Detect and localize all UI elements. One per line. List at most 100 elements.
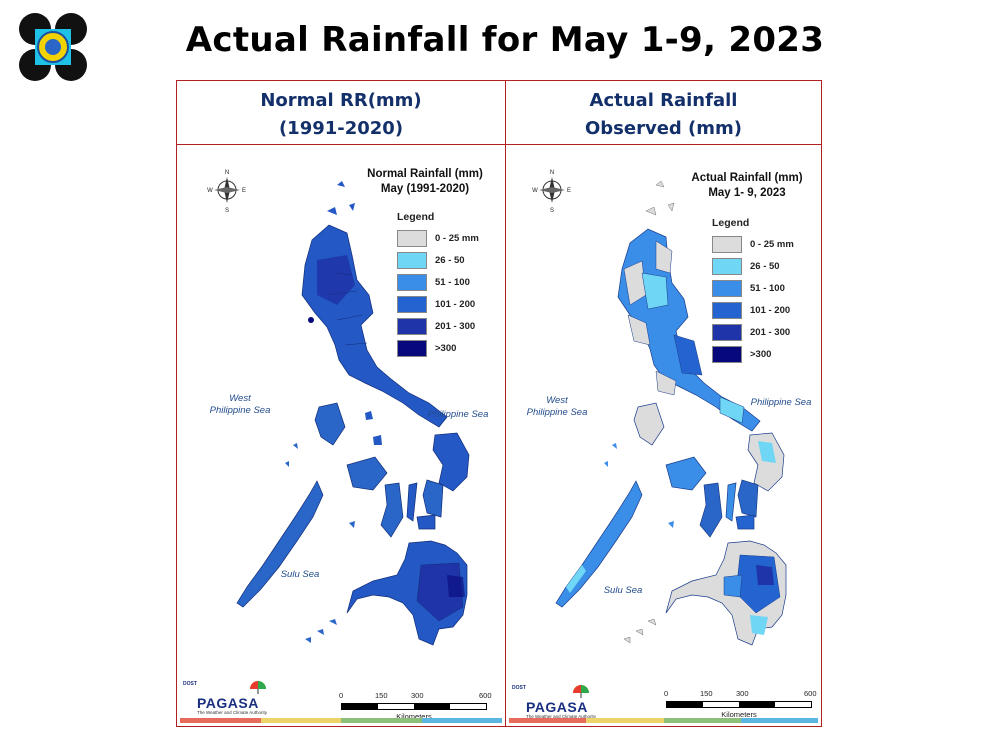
umbrella-icon	[250, 681, 266, 694]
legend-swatch	[397, 251, 427, 269]
legend-swatch	[397, 339, 427, 357]
pagasa-tagline: The Weather and Climate Authority	[197, 710, 267, 715]
actual-map-svg: N S E W	[532, 170, 787, 646]
brand-stripe	[180, 718, 502, 723]
normal-map: N S E W	[177, 145, 505, 726]
legend-row: 51 - 100	[397, 271, 479, 293]
legend-label: 26 - 50	[750, 260, 780, 272]
panay-region	[665, 456, 707, 491]
mindoro-region	[633, 402, 665, 446]
scale-tick: 150	[375, 691, 388, 700]
compass-w: W	[532, 188, 538, 194]
pagasa-name: PAGASA	[197, 695, 259, 711]
compass-e: E	[242, 188, 246, 194]
legend-label: 0 - 25 mm	[750, 238, 794, 250]
legend-title: Legend	[712, 217, 750, 229]
legend-row: >300	[712, 343, 794, 365]
west-philippine-sea-label: West Philippine Sea	[205, 393, 275, 417]
legend-title: Legend	[397, 211, 435, 223]
legend-swatch	[712, 345, 742, 363]
west-sea-line1: West	[546, 395, 568, 406]
umbrella-icon	[573, 685, 589, 698]
actual-header-line1: Actual Rainfall	[589, 90, 738, 111]
compass-n: N	[550, 170, 554, 176]
scale-bar: 0 150 300 600 Kilometers	[664, 689, 817, 719]
west-sea-line2: Philippine Sea	[526, 407, 588, 418]
legend-row: 201 - 300	[397, 315, 479, 337]
scale-tick: 0	[664, 689, 669, 698]
philippine-sea-label: Philippine Sea	[750, 397, 812, 408]
legend-label: 51 - 100	[750, 282, 785, 294]
legend-swatch	[397, 273, 427, 291]
sulu-sea-label: Sulu Sea	[280, 569, 320, 580]
legend-swatch	[397, 295, 427, 313]
actual-rainfall-panel: Actual Rainfall Observed (mm) N S E W	[505, 80, 822, 727]
palawan-region	[236, 480, 324, 608]
normal-rainfall-panel: Normal RR(mm) (1991-2020) N S E W	[176, 80, 506, 727]
samar-leyte-region	[747, 432, 785, 492]
legend-swatch	[712, 235, 742, 253]
normal-panel-header: Normal RR(mm) (1991-2020)	[177, 81, 505, 145]
scale-tick: 600	[804, 689, 817, 698]
compass-w: W	[207, 188, 213, 194]
pagasa-logo: DOST PAGASA The Weather and Climate Auth…	[512, 683, 602, 721]
dost-label: DOST	[512, 685, 526, 691]
legend-label: 51 - 100	[435, 276, 470, 288]
legend-swatch	[712, 301, 742, 319]
brand-stripe	[509, 718, 818, 723]
panay-region	[346, 456, 388, 491]
normal-map-title: Normal Rainfall (mm) May (1991-2020)	[355, 167, 495, 197]
compass-s: S	[550, 208, 554, 214]
legend-row: 26 - 50	[397, 249, 479, 271]
compass-e: E	[567, 188, 571, 194]
normal-legend: Legend 0 - 25 mm 26 - 50 51 - 100 101 - …	[397, 211, 479, 359]
pagasa-tagline: The Weather and Climate Authority	[526, 714, 596, 719]
legend-label: 0 - 25 mm	[435, 232, 479, 244]
sulu-sea-label: Sulu Sea	[603, 585, 643, 596]
actual-map-title: Actual Rainfall (mm) May 1- 9, 2023	[682, 171, 812, 201]
legend-swatch	[712, 323, 742, 341]
normal-map-title-line2: May (1991-2020)	[380, 183, 470, 195]
agency-logo	[18, 12, 88, 82]
legend-row: 101 - 200	[397, 293, 479, 315]
legend-label: 201 - 300	[750, 326, 791, 338]
legend-label: 101 - 200	[750, 304, 791, 316]
legend-row: 51 - 100	[712, 277, 794, 299]
west-philippine-sea-label: West Philippine Sea	[522, 395, 592, 419]
scale-tick: 600	[479, 691, 492, 700]
actual-map: N S E W	[506, 145, 821, 726]
scale-tick: 0	[339, 691, 344, 700]
legend-swatch	[397, 317, 427, 335]
scale-tick: 150	[700, 689, 713, 698]
actual-map-title-line1: Actual Rainfall (mm)	[691, 172, 803, 184]
actual-map-title-line2: May 1- 9, 2023	[708, 187, 786, 199]
compass-icon: N S E W	[532, 170, 571, 214]
legend-row: 0 - 25 mm	[397, 227, 479, 249]
legend-swatch	[712, 257, 742, 275]
normal-header-line2: (1991-2020)	[278, 118, 404, 139]
legend-row: 0 - 25 mm	[712, 233, 794, 255]
pagasa-name: PAGASA	[526, 699, 588, 715]
mindoro-region	[314, 402, 346, 446]
scale-unit: Kilometers	[396, 712, 432, 721]
normal-header-line1: Normal RR(mm)	[260, 90, 422, 111]
legend-row: 201 - 300	[712, 321, 794, 343]
compass-s: S	[225, 208, 229, 214]
scale-bar: 0 150 300 600 Kilometers	[339, 691, 492, 721]
scale-tick: 300	[736, 689, 749, 698]
legend-label: 201 - 300	[435, 320, 476, 332]
pagasa-logo: DOST PAGASA The Weather and Climate Auth…	[183, 679, 273, 717]
samar-leyte-region	[432, 432, 470, 492]
actual-panel-header: Actual Rainfall Observed (mm)	[506, 81, 821, 145]
legend-row: 26 - 50	[712, 255, 794, 277]
west-sea-line2: Philippine Sea	[209, 405, 271, 416]
normal-map-title-line1: Normal Rainfall (mm)	[367, 168, 483, 180]
philippine-sea-label: Philippine Sea	[427, 409, 489, 420]
legend-label: 101 - 200	[435, 298, 476, 310]
actual-legend: Legend 0 - 25 mm 26 - 50 51 - 100 101 - …	[712, 217, 794, 365]
page-title: Actual Rainfall for May 1-9, 2023	[185, 20, 825, 60]
legend-label: >300	[750, 348, 772, 360]
scale-unit: Kilometers	[721, 710, 757, 719]
scale-tick: 300	[411, 691, 424, 700]
compass-n: N	[225, 170, 229, 176]
